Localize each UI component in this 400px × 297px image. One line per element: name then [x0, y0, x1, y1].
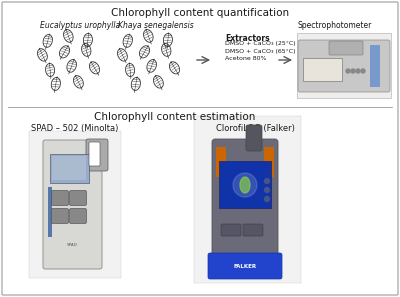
FancyBboxPatch shape [219, 161, 271, 208]
FancyBboxPatch shape [221, 224, 241, 236]
Polygon shape [82, 44, 91, 56]
Text: Extractors: Extractors [225, 34, 270, 43]
FancyBboxPatch shape [70, 208, 86, 224]
Text: Chlorophyll content quantification: Chlorophyll content quantification [111, 8, 289, 18]
FancyBboxPatch shape [89, 142, 100, 166]
FancyBboxPatch shape [264, 147, 274, 177]
FancyBboxPatch shape [246, 125, 262, 151]
FancyBboxPatch shape [52, 190, 68, 206]
Polygon shape [38, 49, 47, 61]
Polygon shape [131, 78, 140, 90]
FancyBboxPatch shape [2, 2, 398, 295]
Polygon shape [162, 44, 171, 56]
FancyBboxPatch shape [194, 116, 301, 283]
FancyBboxPatch shape [70, 190, 86, 206]
Polygon shape [46, 64, 55, 76]
Text: Acetone 80%: Acetone 80% [225, 56, 266, 61]
Polygon shape [126, 64, 135, 76]
FancyBboxPatch shape [29, 131, 121, 278]
Circle shape [346, 69, 350, 73]
Circle shape [351, 69, 355, 73]
Text: SPAD – 502 (Minolta): SPAD – 502 (Minolta) [31, 124, 119, 133]
Text: DMSO + CaCO₃ (65°C): DMSO + CaCO₃ (65°C) [225, 48, 296, 53]
FancyBboxPatch shape [86, 139, 108, 171]
FancyBboxPatch shape [43, 140, 102, 269]
Text: Chlorophyll content estimation: Chlorophyll content estimation [94, 112, 256, 122]
FancyBboxPatch shape [52, 156, 86, 180]
Text: FALKER: FALKER [234, 263, 256, 268]
FancyBboxPatch shape [243, 224, 263, 236]
Polygon shape [60, 46, 70, 58]
Polygon shape [90, 62, 100, 74]
Polygon shape [83, 34, 92, 46]
FancyBboxPatch shape [212, 139, 278, 260]
Text: SPAD: SPAD [66, 243, 78, 247]
FancyBboxPatch shape [52, 208, 68, 224]
Text: Eucalyptus urophylla: Eucalyptus urophylla [40, 21, 120, 30]
Text: Spectrophotometer: Spectrophotometer [298, 21, 372, 30]
Polygon shape [123, 34, 132, 47]
Polygon shape [118, 49, 127, 61]
Polygon shape [170, 62, 180, 74]
Polygon shape [74, 76, 83, 88]
FancyBboxPatch shape [370, 45, 380, 87]
FancyBboxPatch shape [297, 33, 391, 98]
FancyBboxPatch shape [48, 187, 52, 237]
Circle shape [264, 187, 270, 192]
Polygon shape [144, 30, 153, 42]
Polygon shape [163, 34, 172, 46]
Circle shape [264, 197, 270, 201]
Polygon shape [51, 78, 60, 90]
Polygon shape [67, 60, 76, 72]
Circle shape [233, 173, 257, 197]
Polygon shape [240, 177, 250, 193]
Circle shape [361, 69, 365, 73]
FancyBboxPatch shape [50, 154, 88, 182]
Text: DMSO + CaCO₃ (25°C): DMSO + CaCO₃ (25°C) [225, 41, 296, 46]
Polygon shape [43, 34, 52, 47]
FancyBboxPatch shape [208, 253, 282, 279]
FancyBboxPatch shape [302, 58, 342, 80]
Circle shape [264, 178, 270, 184]
Polygon shape [154, 76, 163, 88]
Circle shape [356, 69, 360, 73]
FancyBboxPatch shape [329, 41, 363, 55]
Polygon shape [64, 30, 73, 42]
Text: ClorofiLOG (Falker): ClorofiLOG (Falker) [216, 124, 294, 133]
Text: Khaya senegalensis: Khaya senegalensis [118, 21, 194, 30]
Polygon shape [147, 60, 156, 72]
FancyBboxPatch shape [298, 40, 390, 92]
FancyBboxPatch shape [216, 147, 226, 177]
Polygon shape [140, 46, 150, 58]
